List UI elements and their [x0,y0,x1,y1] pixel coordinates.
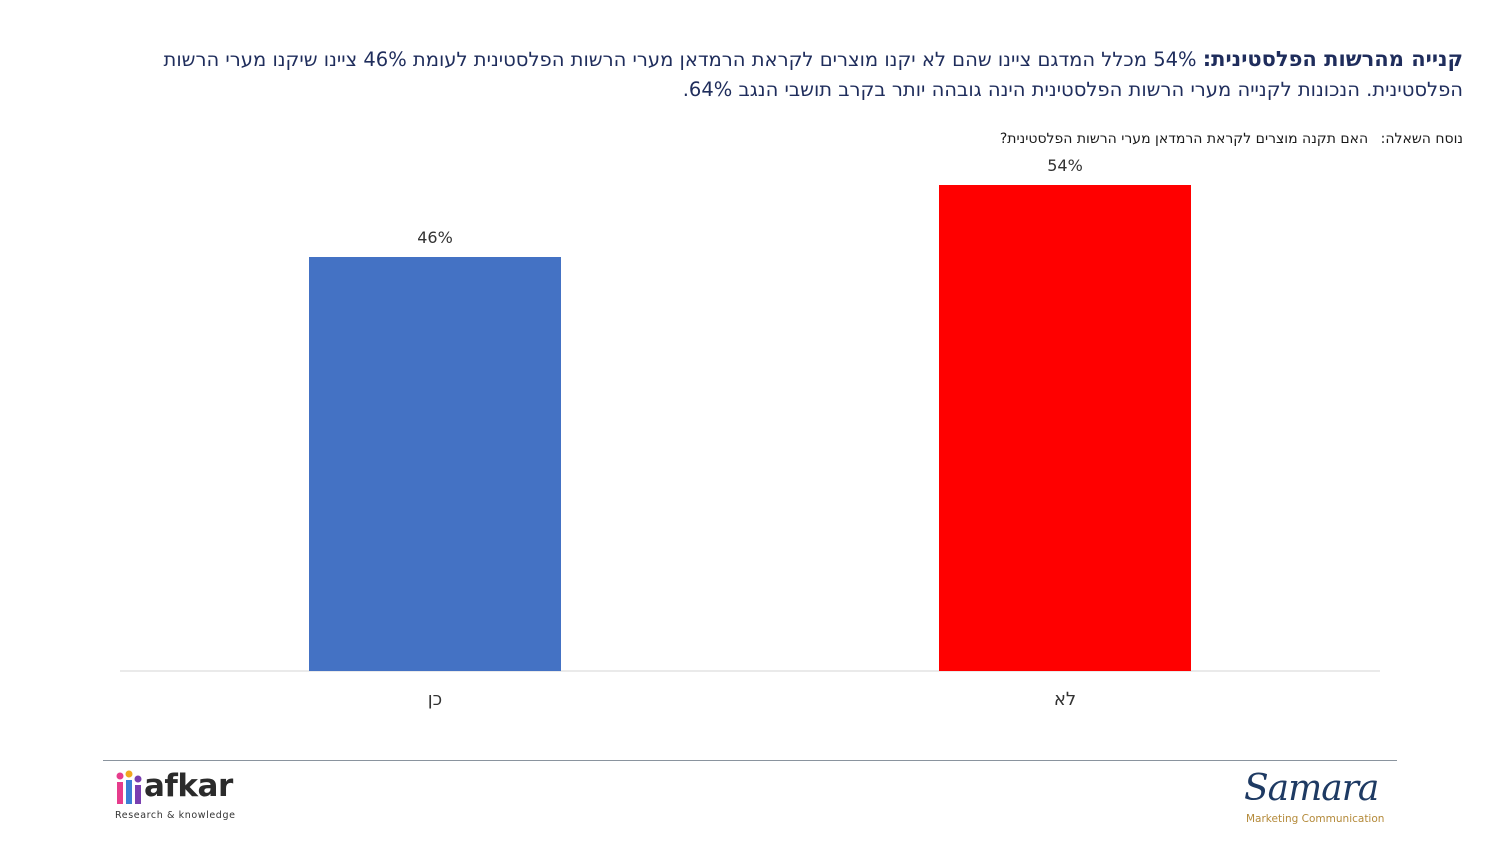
bar-1 [309,257,561,671]
category-label: כן [428,689,442,710]
bar-data-label: 46% [417,228,453,247]
samara-logo-word: Samara [1244,768,1379,809]
question-wording: נוסח השאלה: האם תקנה מוצרים לקראת הרמדאן… [463,131,1463,147]
question-label: נוסח השאלה: [1380,131,1463,147]
category-label: לא [1054,689,1076,710]
question-text: האם תקנה מוצרים לקראת הרמדאן מערי הרשות … [999,131,1369,147]
title-bold: קנייה מהרשות הפלסטינית: [1202,47,1463,71]
afkar-logo-tagline: Research & knowledge [115,810,236,821]
bar-chart: 46% כן 54% לא [120,156,1380,710]
title-text: 54% מכלל המדגם ציינו שהם לא יקנו מוצרים … [163,48,1463,101]
footer-divider [103,760,1397,761]
bar-data-label: 54% [1047,156,1083,175]
samara-logo: Samara Marketing Communication [1244,768,1384,828]
slide-title: קנייה מהרשות הפלסטינית: 54% מכלל המדגם צ… [103,44,1463,105]
afkar-logo-icon [116,770,142,804]
samara-logo-tagline: Marketing Communication [1246,813,1385,825]
bar-2 [939,185,1191,671]
afkar-logo-word: afkar [144,768,233,804]
afkar-logo: afkar Research & knowledge [115,768,255,824]
